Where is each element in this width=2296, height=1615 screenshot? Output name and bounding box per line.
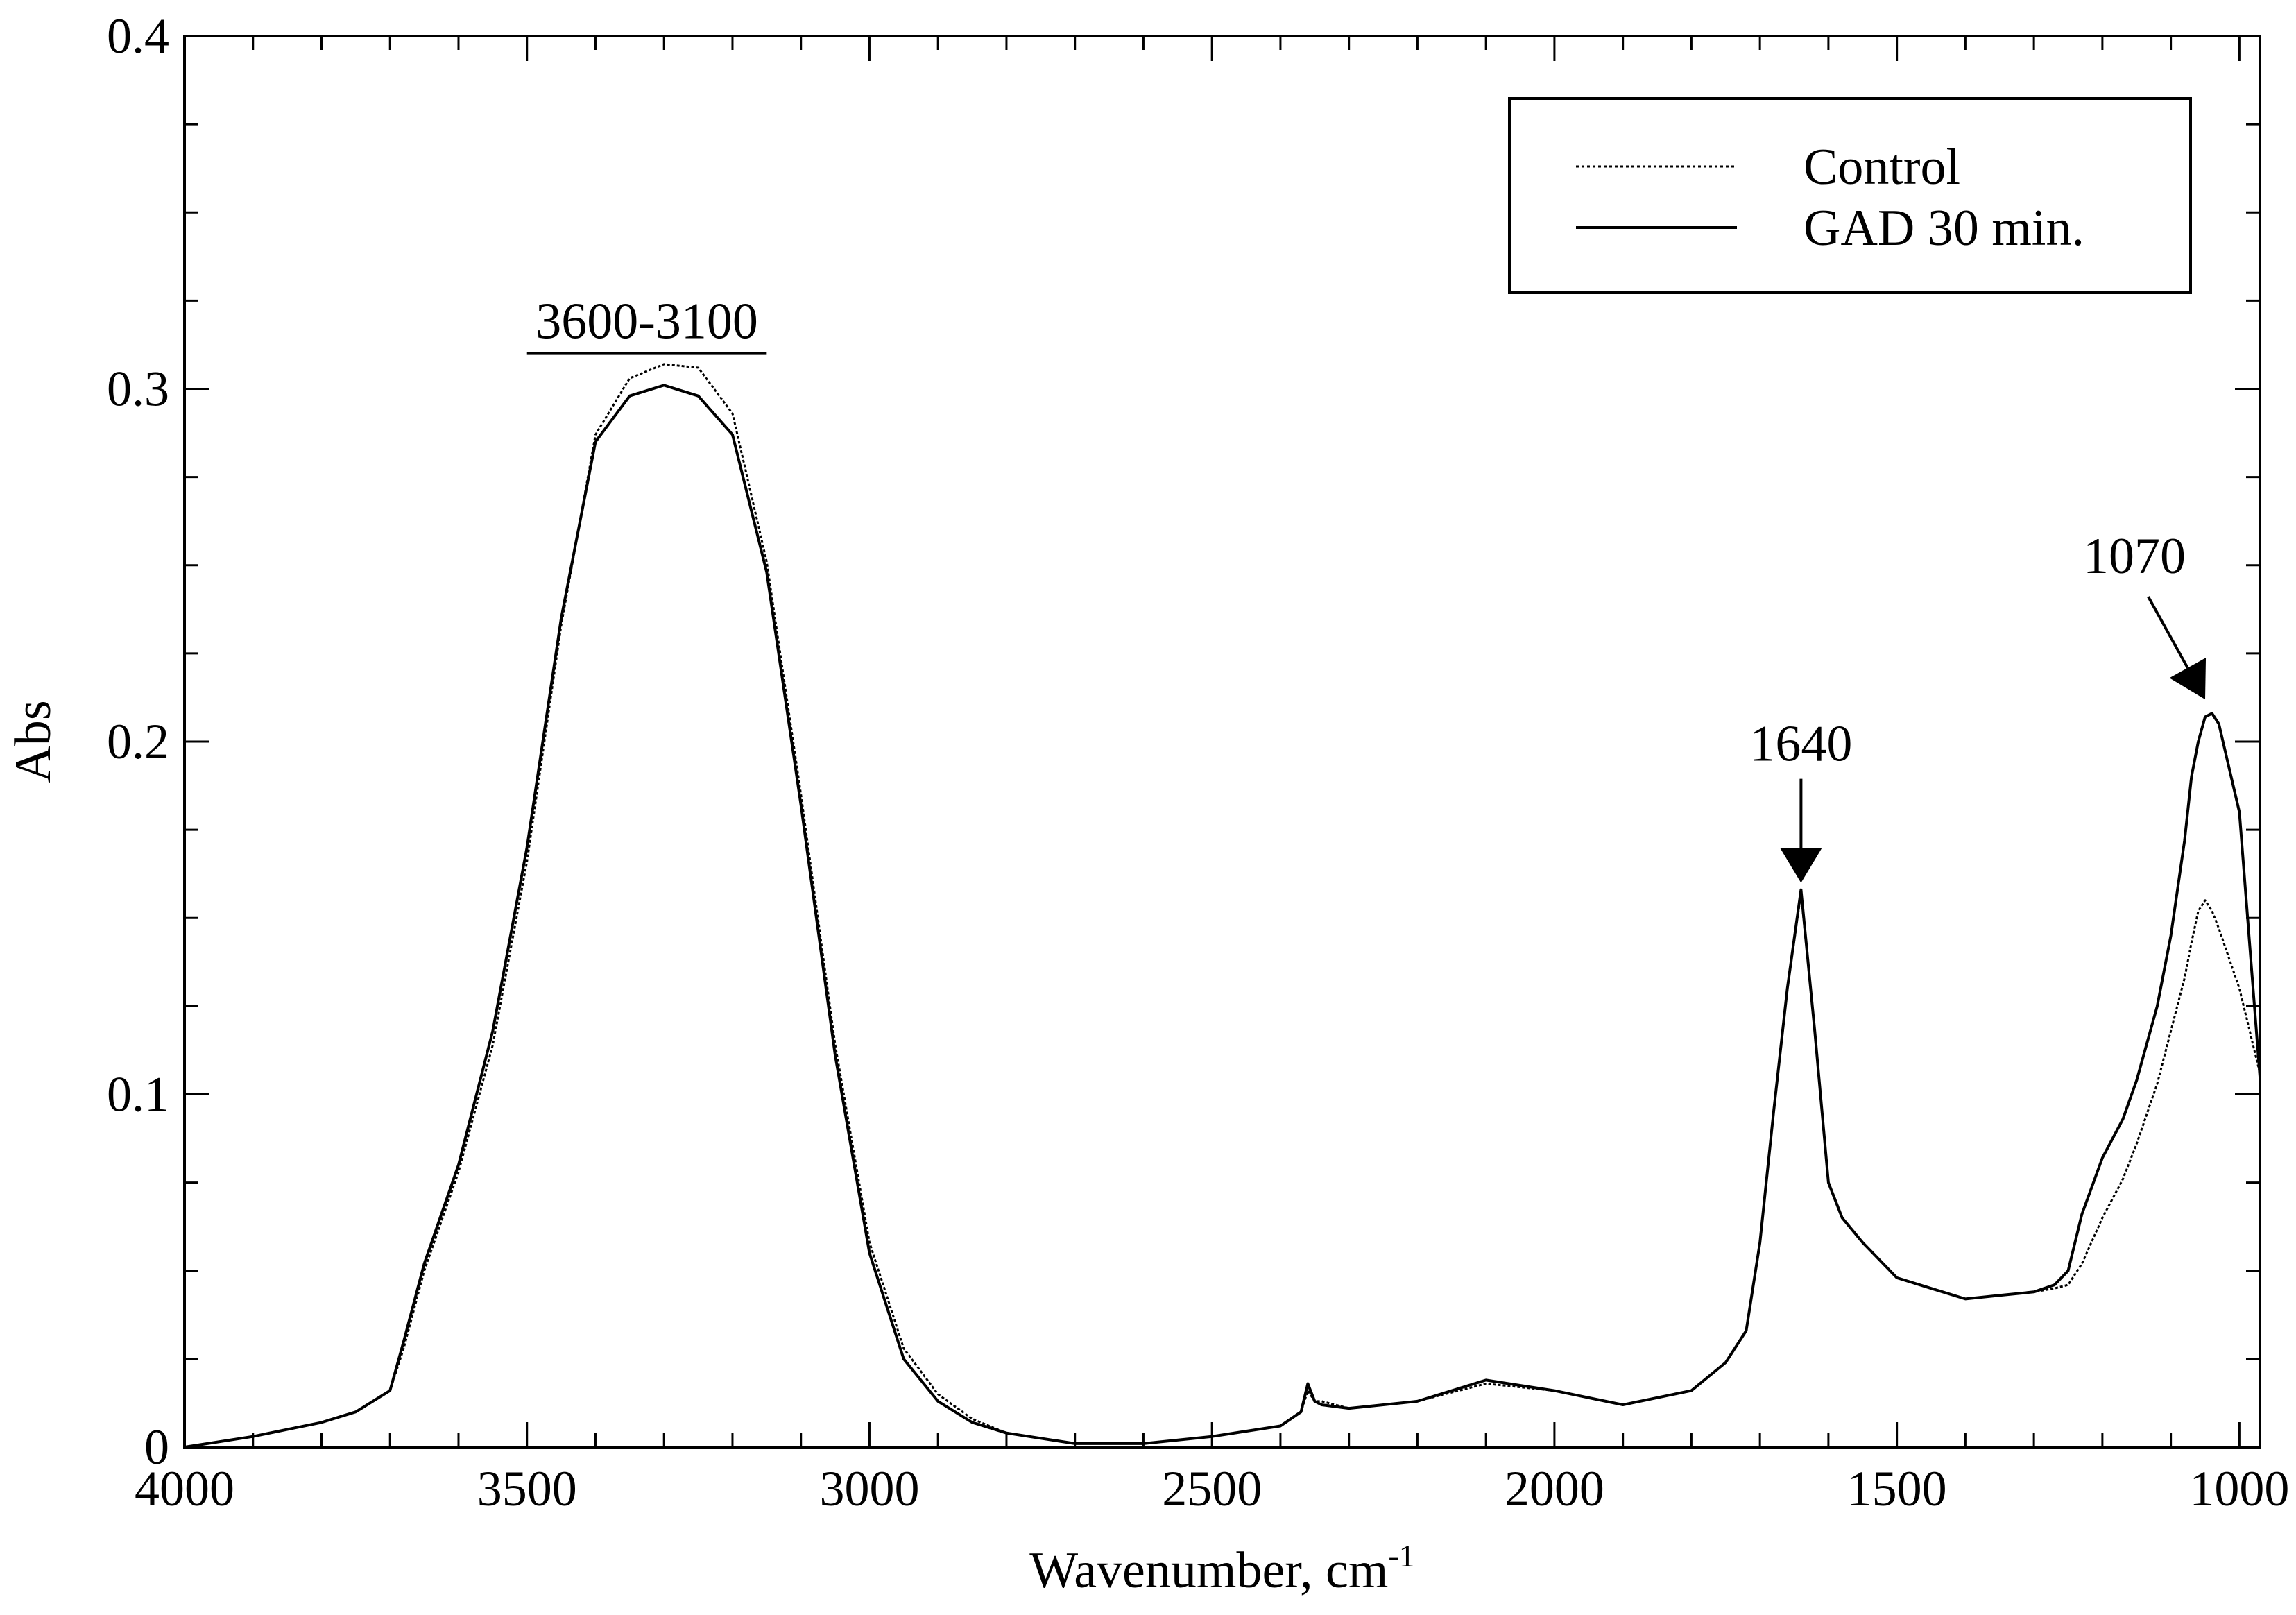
x-tick-label: 2500	[1162, 1461, 1262, 1516]
x-tick-label: 3000	[819, 1461, 919, 1516]
annotations: 3600-3100 1640 1070	[526, 293, 2207, 883]
annotation-label-3600-3100: 3600-3100	[536, 293, 758, 350]
x-tick-label: 4000	[135, 1461, 234, 1516]
series-line-gad-30-min	[184, 384, 2261, 1449]
y-tick-label: 0.1	[107, 1067, 169, 1122]
y-tick-label: 0.4	[107, 8, 169, 64]
x-axis-title-superscript: -1	[1388, 1538, 1414, 1573]
data-series	[184, 363, 2261, 1449]
annotation-arrow-line-1070	[2147, 596, 2189, 669]
annotation-arrowhead-1070	[2169, 658, 2207, 700]
legend-label-gad: GAD 30 min.	[1804, 200, 2084, 257]
legend-box	[1508, 97, 2192, 294]
series-line-control	[184, 363, 2261, 1449]
y-tick-label: 0	[144, 1419, 169, 1475]
x-axis-title-main: Wavenumber, cm	[1029, 1542, 1388, 1599]
y-tick-label: 0.3	[107, 361, 169, 417]
x-axis-title: Wavenumber, cm-1	[1029, 1538, 1414, 1599]
x-tick-label: 3500	[477, 1461, 577, 1516]
annotation-label-1070: 1070	[2083, 528, 2186, 585]
axis-tick-labels: 4000 3500 3000 2500 2000 1500 1000 0 0.1 0.2 0.3 0.…	[107, 8, 2289, 1516]
legend-label-control: Control	[1804, 139, 1960, 196]
x-tick-label: 2000	[1505, 1461, 1604, 1516]
annotation-label-1640: 1640	[1749, 716, 1852, 773]
annotation-arrowhead-1640	[1780, 848, 1822, 883]
x-tick-label: 1000	[2189, 1461, 2289, 1516]
legend: Control GAD 30 min.	[1508, 97, 2192, 294]
x-tick-label: 1500	[1847, 1461, 1947, 1516]
y-axis-title: Abs	[5, 700, 62, 783]
y-tick-label: 0.2	[107, 714, 169, 769]
